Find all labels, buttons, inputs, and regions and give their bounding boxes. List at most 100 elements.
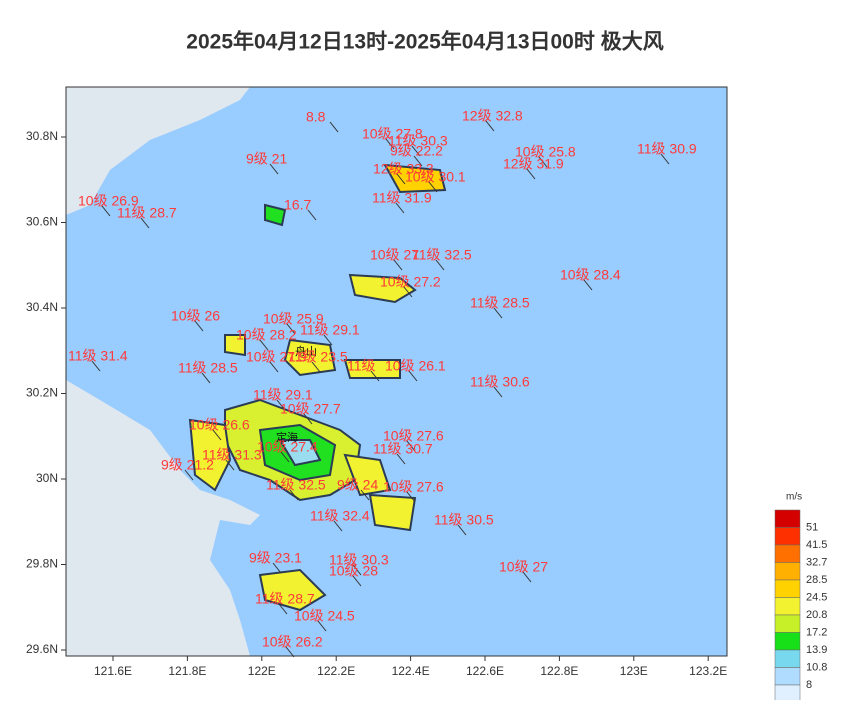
x-tick-label: 122E xyxy=(248,664,276,678)
wind-barb xyxy=(403,286,413,298)
legend-label: 20.8 xyxy=(806,609,827,621)
station-label: 10级 27.8 xyxy=(362,126,423,142)
station-label: 10级 26.9 xyxy=(78,193,139,209)
islands xyxy=(188,163,447,612)
wind-barb xyxy=(408,370,418,382)
legend-label: 8 xyxy=(806,679,812,691)
legend-label: 28.5 xyxy=(806,574,827,586)
y-tick-label: 30.8N xyxy=(26,129,58,143)
station-label: 16.7 xyxy=(284,197,311,213)
wind-barb xyxy=(526,168,536,180)
wind-barb xyxy=(428,181,438,193)
station-label: 11级 xyxy=(347,358,376,374)
x-tick-label: 122.6E xyxy=(466,664,504,678)
mainland-north xyxy=(66,87,250,215)
station-label: 10级 27.6 xyxy=(383,479,444,495)
y-tick-label: 30N xyxy=(36,471,58,485)
wind-barb xyxy=(140,217,150,229)
x-tick-label: 122.2E xyxy=(317,664,355,678)
wind-barb xyxy=(278,603,288,615)
station-label: 10级 27.6 xyxy=(383,428,444,444)
legend-label: 41.5 xyxy=(806,539,827,551)
legend-label: 32.7 xyxy=(806,556,827,568)
station-label: 10级 25.8 xyxy=(515,144,576,160)
legend-swatch xyxy=(774,597,801,616)
y-tick-label: 30.6N xyxy=(26,215,58,229)
station-label: 11级 30.6 xyxy=(470,374,530,390)
station-label: 12级 33.3 xyxy=(373,161,434,177)
wind-barb xyxy=(395,202,405,214)
station-label: 11级 32.5 xyxy=(266,477,326,493)
legend-swatch xyxy=(774,544,801,563)
wind-barb xyxy=(323,334,333,346)
station-label: 11级 29.1 xyxy=(253,387,313,403)
wind-barb xyxy=(276,399,286,411)
map-frame xyxy=(65,86,728,657)
wind-barb xyxy=(285,646,295,658)
legend-swatch xyxy=(774,614,801,633)
station-label: 11级 31.3 xyxy=(202,447,262,463)
station-label: 10级 26.6 xyxy=(189,417,250,433)
station-label: 11级 28.5 xyxy=(178,360,238,376)
wind-barb xyxy=(329,121,339,133)
station-label: 11级 30.5 xyxy=(434,512,494,528)
wind-barb xyxy=(522,571,532,583)
x-tick-label: 122.4E xyxy=(392,664,430,678)
station-label: 11级 30.7 xyxy=(373,441,433,457)
wind-barb xyxy=(406,440,416,452)
wind-barb xyxy=(396,453,406,465)
station-label: 10级 30.1 xyxy=(405,169,466,185)
wind-barb xyxy=(352,564,362,576)
wind-barb xyxy=(201,372,211,384)
station-label: 11级 30.3 xyxy=(329,552,389,568)
wind-barb xyxy=(406,491,416,503)
station-label: 9级 24 xyxy=(337,477,378,493)
station-label: 10级 27.7 xyxy=(280,401,341,417)
wind-barb xyxy=(396,173,406,185)
legend-swatch xyxy=(774,579,801,598)
wind-barb xyxy=(101,205,111,217)
wind-barb xyxy=(493,307,503,319)
station-label: 11级 32.4 xyxy=(310,508,370,524)
station-label: 10级 26.2 xyxy=(262,634,323,650)
place-label: 舟山 xyxy=(295,344,317,358)
wind-barb xyxy=(583,279,593,291)
station-label: 10级 27.4 xyxy=(257,439,318,455)
x-tick-label: 121.6E xyxy=(94,664,132,678)
y-tick-label: 30.4N xyxy=(26,300,58,314)
x-tick-label: 123E xyxy=(620,664,648,678)
legend-unit: m/s xyxy=(786,492,802,503)
wind-barb xyxy=(307,209,317,221)
wind-barb xyxy=(269,163,279,175)
station-label: 10级 25.9 xyxy=(263,311,324,327)
legend-label: 13.9 xyxy=(806,644,827,656)
station-label: 9级 21 xyxy=(246,151,287,167)
wind-barb xyxy=(194,320,204,332)
legend-label: 51 xyxy=(806,521,818,533)
y-tick-label: 29.8N xyxy=(26,557,58,571)
legend-label: 24.5 xyxy=(806,591,827,603)
station-label: 11级 31.4 xyxy=(68,348,128,364)
legend-swatch xyxy=(774,632,801,651)
station-label: 11级 30.3 xyxy=(388,133,448,149)
station-label: 10级 28.2 xyxy=(236,327,297,343)
wind-barb xyxy=(303,413,313,425)
station-label: 10级 28 xyxy=(329,563,378,579)
y-tick-label: 30.2N xyxy=(26,386,58,400)
wind-barb xyxy=(485,120,495,132)
wind-barb xyxy=(385,138,395,150)
wind-barb xyxy=(272,562,282,574)
wind-barb xyxy=(317,620,327,632)
y-tick-label: 29.6N xyxy=(26,642,58,656)
wind-barb xyxy=(212,429,222,441)
map xyxy=(65,86,728,657)
legend-swatch xyxy=(774,649,801,668)
wind-barb xyxy=(269,361,279,373)
wind-barb xyxy=(286,323,296,335)
station-label: 9级 23.1 xyxy=(249,550,302,566)
wind-barb xyxy=(393,259,403,271)
legend-swatch xyxy=(774,667,801,686)
legend-label: 17.2 xyxy=(806,626,827,638)
wind-barb xyxy=(457,524,467,536)
